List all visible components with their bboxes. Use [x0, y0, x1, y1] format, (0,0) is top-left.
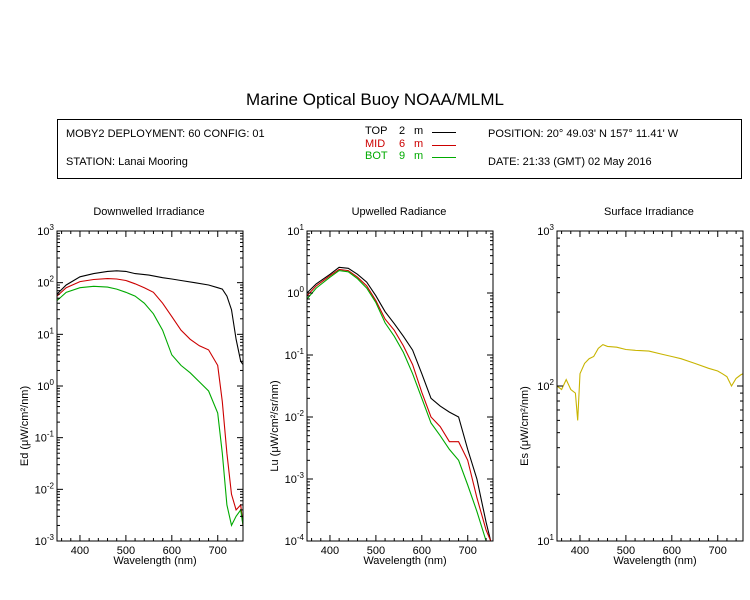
y-axis-label: Ed (μW/cm²/nm) [19, 386, 31, 466]
y-axis-label: Es (μW/cm²/nm) [519, 386, 531, 466]
x-tick-label: 500 [367, 545, 385, 557]
y-tick-label: 101 [37, 326, 54, 341]
y-tick-label: 10-1 [285, 347, 305, 362]
x-tick-label: 700 [459, 545, 477, 557]
y-tick-label: 102 [537, 378, 554, 393]
plot-panel-3: 400 500 600 700 101 102 103 Wavelength (nm) Es (… [519, 223, 744, 567]
series-line-es [556, 343, 744, 421]
x-tick-label: 400 [571, 545, 589, 557]
x-tick-label: 500 [617, 545, 635, 557]
y-tick-label: 10-1 [35, 430, 55, 445]
legend-name: TOP [365, 125, 388, 137]
legend-unit: m [414, 138, 424, 150]
legend-name: MID [365, 138, 386, 150]
x-tick-label: 700 [709, 545, 727, 557]
legend-swatch [432, 157, 456, 158]
station-text: STATION: Lanai Mooring [66, 156, 188, 168]
legend-depth: 6 [399, 138, 406, 150]
series-line-top [306, 266, 493, 542]
legend-depth: 2 [399, 125, 406, 137]
series-line-bot [56, 285, 244, 528]
y-tick-label: 103 [37, 223, 54, 238]
deployment-text: MOBY2 DEPLOYMENT: 60 CONFIG: 01 [66, 128, 265, 140]
info-box: MOBY2 DEPLOYMENT: 60 CONFIG: 01 STATION:… [57, 119, 742, 179]
y-tick-label: 103 [537, 223, 554, 238]
x-tick-label: 700 [209, 545, 227, 557]
y-tick-label: 100 [37, 378, 54, 393]
x-tick-label: 600 [163, 545, 181, 557]
legend-unit: m [414, 150, 424, 162]
y-tick-label: 101 [537, 533, 554, 548]
x-tick-label: 600 [413, 545, 431, 557]
series-line-mid [56, 278, 244, 526]
plot-frame [56, 230, 244, 542]
x-tick-label: 600 [663, 545, 681, 557]
y-tick-label: 10-3 [35, 533, 55, 548]
panel-title-downwelled: Downwelled Irradiance [93, 206, 205, 218]
date-text: DATE: 21:33 (GMT) 02 May 2016 [488, 156, 652, 168]
position-text: POSITION: 20° 49.03' N 157° 11.41' W [488, 128, 679, 140]
x-axis-label: Wavelength (nm) [113, 555, 196, 567]
legend-name: BOT [365, 150, 388, 162]
y-tick-label: 10-2 [35, 481, 55, 496]
x-axis-label: Wavelength (nm) [363, 555, 446, 567]
legend-depth: 9 [399, 150, 406, 162]
legend-swatch [432, 132, 456, 133]
x-tick-label: 500 [117, 545, 135, 557]
y-tick-label: 100 [287, 285, 304, 300]
y-tick-label: 10-2 [285, 409, 305, 424]
panel-title-upwelled: Upwelled Radiance [351, 206, 447, 218]
series-line-bot [306, 270, 493, 542]
series-line-mid [306, 268, 493, 542]
y-tick-label: 10-4 [285, 533, 305, 548]
panel-title-surface: Surface Irradiance [604, 206, 694, 218]
y-axis-label: Lu (μW/cm²/sr/nm) [269, 380, 281, 471]
x-axis-label: Wavelength (nm) [613, 555, 696, 567]
legend-unit: m [414, 125, 424, 137]
x-tick-label: 400 [71, 545, 89, 557]
plot-panel-1: 400 500 600 700 10-3 10-2 10-1 100 101 102 103 Wave… [19, 223, 244, 567]
plot-frame [306, 230, 494, 542]
page-title: Marine Optical Buoy NOAA/MLML [246, 90, 504, 109]
x-tick-label: 400 [321, 545, 339, 557]
plot-frame [556, 230, 744, 542]
y-tick-label: 101 [287, 223, 304, 238]
series-line-top [56, 270, 244, 365]
y-tick-label: 102 [37, 275, 54, 290]
legend-swatch [432, 145, 456, 146]
plot-panel-2: 400 500 600 700 10-4 10-3 10-2 10-1 100 101 Wavele… [269, 223, 494, 567]
y-tick-label: 10-3 [285, 471, 305, 486]
